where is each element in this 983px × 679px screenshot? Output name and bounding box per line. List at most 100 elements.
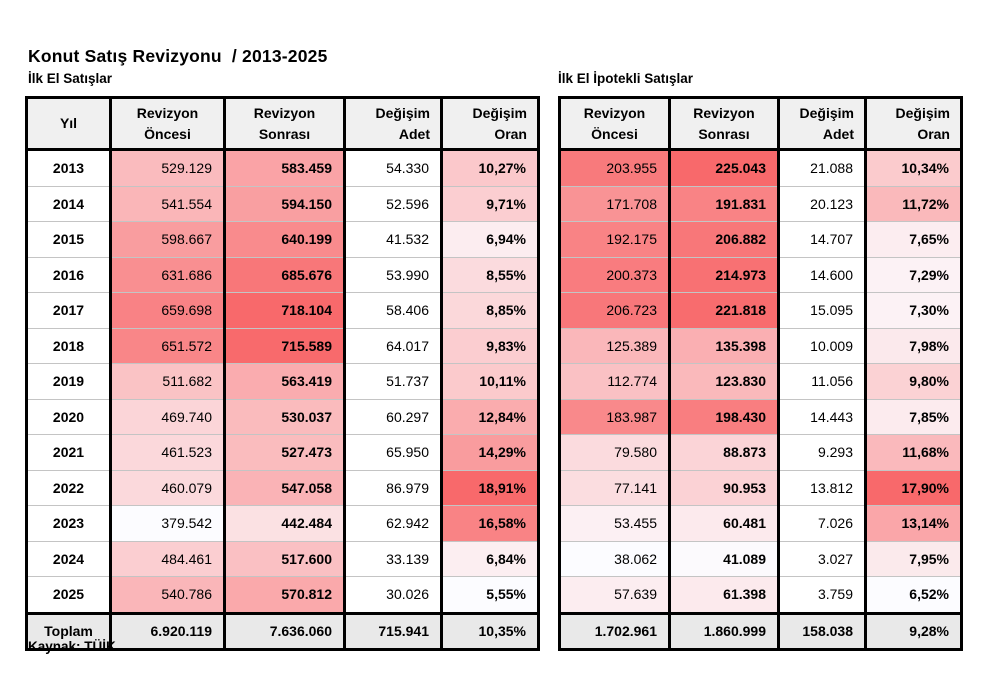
- before-cell: 631.686: [109, 256, 225, 293]
- table-row: 2016 631.686 685.676 53.990 8,55%: [26, 256, 539, 293]
- before-cell: 461.523: [109, 434, 225, 470]
- table-row: 77.141 90.953 13.812 17,90%: [559, 469, 962, 506]
- table-row: 2024 484.461 517.600 33.139 6,84%: [26, 540, 539, 577]
- year-cell: 2023: [26, 505, 111, 541]
- before-cell: 529.129: [109, 149, 225, 186]
- table-row: 2019 511.682 563.419 51.737 10,11%: [26, 363, 539, 399]
- first-hand-mortgaged-sales-table: Revizyon Öncesi Revizyon Sonrası Değişim Adet…: [558, 96, 963, 651]
- count-cell: 3.027: [777, 540, 866, 577]
- count-cell: 86.979: [343, 469, 442, 506]
- after-cell: 90.953: [668, 469, 779, 506]
- total-row: Toplam 6.920.119 7.636.060 715.941 10,35%: [26, 611, 539, 649]
- before-cell: 183.987: [559, 398, 670, 435]
- table-row: 112.774 123.830 11.056 9,80%: [559, 363, 962, 399]
- rate-cell: 17,90%: [864, 469, 962, 506]
- after-cell: 60.481: [668, 505, 779, 541]
- table-row: 200.373 214.973 14.600 7,29%: [559, 256, 962, 293]
- after-cell: 530.037: [223, 398, 345, 435]
- rate-cell: 6,52%: [864, 576, 962, 613]
- before-cell: 541.554: [109, 185, 225, 222]
- first-hand-sales-table: Yıl Revizyon Öncesi Revizyon Sonrası Değişim A…: [25, 96, 540, 651]
- count-cell: 14.707: [777, 221, 866, 257]
- rate-column-header: Değişim Oran: [440, 97, 539, 151]
- rate-cell: 11,68%: [864, 434, 962, 470]
- header-row: Yıl Revizyon Öncesi Revizyon Sonrası Değişim A…: [26, 97, 539, 151]
- count-cell: 14.443: [777, 398, 866, 435]
- after-cell: 198.430: [668, 398, 779, 435]
- total-after-cell: 1.860.999: [668, 611, 779, 649]
- rate-cell: 10,11%: [440, 363, 539, 399]
- before-cell: 540.786: [109, 576, 225, 613]
- total-count-cell: 158.038: [777, 611, 866, 649]
- table-row: 171.708 191.831 20.123 11,72%: [559, 185, 962, 222]
- count-cell: 54.330: [343, 149, 442, 186]
- total-rate-cell: 9,28%: [864, 611, 962, 649]
- before-cell: 659.698: [109, 292, 225, 328]
- count-cell: 7.026: [777, 505, 866, 541]
- count-cell: 10.009: [777, 327, 866, 364]
- count-cell: 33.139: [343, 540, 442, 577]
- table-row: 2023 379.542 442.484 62.942 16,58%: [26, 505, 539, 541]
- table-row: 38.062 41.089 3.027 7,95%: [559, 540, 962, 577]
- year-cell: 2025: [26, 576, 111, 613]
- count-cell: 52.596: [343, 185, 442, 222]
- year-cell: 2019: [26, 363, 111, 399]
- table-row: 2014 541.554 594.150 52.596 9,71%: [26, 185, 539, 222]
- count-cell: 3.759: [777, 576, 866, 613]
- table-row: 2020 469.740 530.037 60.297 12,84%: [26, 398, 539, 435]
- count-cell: 30.026: [343, 576, 442, 613]
- count-column-header: Değişim Adet: [343, 97, 442, 151]
- rate-cell: 8,85%: [440, 292, 539, 328]
- table-row: 203.955 225.043 21.088 10,34%: [559, 149, 962, 186]
- count-cell: 51.737: [343, 363, 442, 399]
- table-subtitle-first-hand-sales: İlk El Satışlar: [28, 71, 113, 86]
- year-cell: 2022: [26, 469, 111, 506]
- table-row: 192.175 206.882 14.707 7,65%: [559, 221, 962, 257]
- rate-cell: 7,95%: [864, 540, 962, 577]
- table-row: 53.455 60.481 7.026 13,14%: [559, 505, 962, 541]
- after-cell: 214.973: [668, 256, 779, 293]
- table-row: 206.723 221.818 15.095 7,30%: [559, 292, 962, 328]
- rate-cell: 10,27%: [440, 149, 539, 186]
- total-count-cell: 715.941: [343, 611, 442, 649]
- table-row: 2022 460.079 547.058 86.979 18,91%: [26, 469, 539, 506]
- after-cell: 88.873: [668, 434, 779, 470]
- year-column-header: Yıl: [26, 97, 111, 151]
- before-cell: 57.639: [559, 576, 670, 613]
- before-cell: 379.542: [109, 505, 225, 541]
- count-cell: 62.942: [343, 505, 442, 541]
- after-cell: 594.150: [223, 185, 345, 222]
- after-cell: 225.043: [668, 149, 779, 186]
- rate-cell: 16,58%: [440, 505, 539, 541]
- table-row: 2013 529.129 583.459 54.330 10,27%: [26, 149, 539, 186]
- before-column-header: Revizyon Öncesi: [559, 97, 670, 151]
- rate-cell: 7,85%: [864, 398, 962, 435]
- before-cell: 206.723: [559, 292, 670, 328]
- after-cell: 191.831: [668, 185, 779, 222]
- after-cell: 547.058: [223, 469, 345, 506]
- rate-cell: 6,84%: [440, 540, 539, 577]
- before-cell: 77.141: [559, 469, 670, 506]
- before-cell: 651.572: [109, 327, 225, 364]
- total-rate-cell: 10,35%: [440, 611, 539, 649]
- rate-cell: 9,83%: [440, 327, 539, 364]
- table-row: 125.389 135.398 10.009 7,98%: [559, 327, 962, 364]
- page-title: Konut Satış Revizyonu / 2013-2025: [28, 46, 328, 66]
- table-row: 2017 659.698 718.104 58.406 8,85%: [26, 292, 539, 328]
- after-cell: 123.830: [668, 363, 779, 399]
- after-cell: 135.398: [668, 327, 779, 364]
- after-cell: 206.882: [668, 221, 779, 257]
- after-column-header: Revizyon Sonrası: [668, 97, 779, 151]
- before-cell: 200.373: [559, 256, 670, 293]
- total-row: 1.702.961 1.860.999 158.038 9,28%: [559, 611, 962, 649]
- rate-cell: 12,84%: [440, 398, 539, 435]
- table-subtitle-first-hand-mortgaged-sales: İlk El İpotekli Satışlar: [558, 71, 694, 86]
- count-cell: 21.088: [777, 149, 866, 186]
- after-cell: 563.419: [223, 363, 345, 399]
- after-cell: 570.812: [223, 576, 345, 613]
- after-cell: 41.089: [668, 540, 779, 577]
- table-row: 2021 461.523 527.473 65.950 14,29%: [26, 434, 539, 470]
- rate-cell: 9,71%: [440, 185, 539, 222]
- table-row: 2025 540.786 570.812 30.026 5,55%: [26, 576, 539, 613]
